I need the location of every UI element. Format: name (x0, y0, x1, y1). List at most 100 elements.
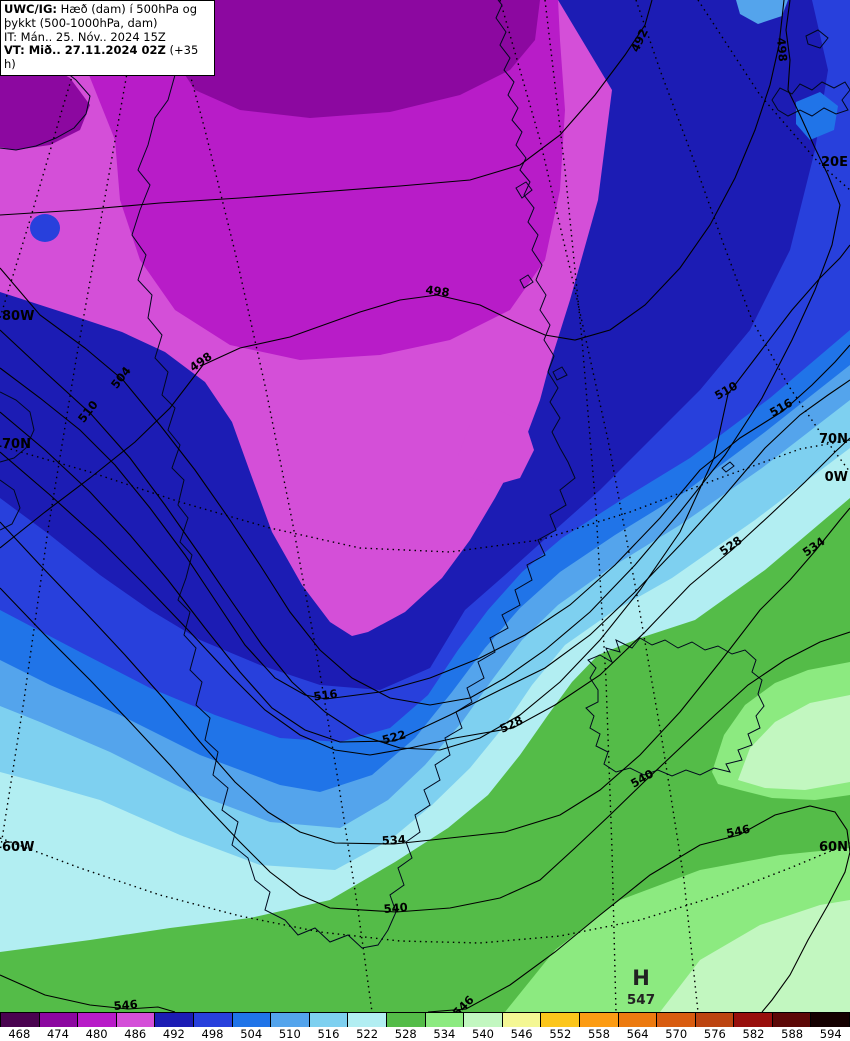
colorbar-value-594: 594 (819, 1027, 842, 1041)
contour-label-522: 522 (381, 727, 408, 747)
edge-label-20e: 20E (821, 155, 848, 170)
contour-label-540: 540 (383, 900, 408, 916)
colorbar-swatch-564 (618, 1013, 658, 1027)
edge-label-60n: 60N (819, 840, 848, 855)
edge-label-80w: 80W (2, 309, 34, 324)
greenland-coastline (131, 0, 576, 949)
height-contour-510 (0, 244, 850, 751)
contour-label-516: 516 (313, 686, 339, 703)
thickness-colorbar: 468 474 480 486 492 498 504 510 516 522 528 534 540 5… (0, 1012, 850, 1041)
thickness-bands (0, 0, 850, 1012)
title-line-1: UWC/IG: Hæð (dam) í 500hPa og (4, 2, 197, 16)
height-contours (0, 0, 850, 1012)
colorbar-swatch-570 (657, 1013, 696, 1027)
svalbard-islet (805, 29, 829, 49)
title-line-2: þykkt (500-1000hPa, dam) (4, 15, 158, 30)
height-contour-492 (0, 0, 653, 216)
colorbar-swatch-510 (271, 1013, 310, 1027)
colorbar-value-468: 468 (8, 1027, 31, 1041)
colorbar-swatch-558 (579, 1013, 619, 1027)
colorbar-value-576: 576 (703, 1027, 726, 1041)
meridian-30w (499, 0, 699, 1012)
jan-mayen-island (721, 461, 735, 473)
meridian-80w (0, 0, 96, 319)
meridian-60w (0, 0, 141, 853)
height-contour-504 (0, 0, 841, 706)
colorbar-value-570: 570 (665, 1027, 688, 1041)
height-contour-528 (0, 437, 850, 756)
thickness-band-474 (150, 0, 540, 118)
height-contour-498 (0, 0, 785, 549)
edge-label-70n: 70N (819, 432, 848, 447)
colorbar-value-504: 504 (240, 1027, 263, 1041)
east-coast-islet-2 (519, 274, 534, 289)
title-line-3: IT: Mán.. 25. Nóv.. 2024 15Z (4, 29, 166, 44)
edge-label-0w: 0W (825, 470, 848, 485)
colorbar-swatch-576 (695, 1013, 735, 1027)
colorbar-value-480: 480 (85, 1027, 108, 1041)
colorbar-swatch-468 (0, 1013, 40, 1027)
title-line-4: VT: Mið.. 27.11.2024 02Z (+35 h) (4, 43, 199, 72)
thickness-band-540-corner (660, 900, 850, 1012)
colorbar-swatch-582 (734, 1013, 773, 1027)
colorbar-value-564: 564 (626, 1027, 649, 1041)
colorbar-value-558: 558 (587, 1027, 610, 1041)
baffin-coastline-1 (0, 391, 35, 463)
graticule (0, 0, 850, 1012)
colorbar-value-510: 510 (278, 1027, 301, 1041)
colorbar-swatch-492 (155, 1013, 194, 1027)
meridian-45w (169, 0, 373, 1012)
height-contour-546-west (0, 974, 176, 1012)
colorbar-value-546: 546 (510, 1027, 533, 1041)
colorbar-value-540: 540 (472, 1027, 494, 1041)
height-contour-546-loop (427, 805, 850, 1012)
colorbar-value-486: 486 (124, 1027, 147, 1041)
colorbar-value-474: 474 (46, 1027, 69, 1041)
glacial-lake (30, 214, 60, 242)
colorbar-value-528: 528 (394, 1027, 417, 1041)
contour-label-534: 534 (381, 832, 406, 847)
colorbar-value-582: 582 (742, 1027, 765, 1041)
east-coast-islet-1 (515, 181, 533, 199)
colorbar-swatch-588 (772, 1013, 812, 1027)
contour-label-498: 498 (774, 37, 790, 62)
colorbar-swatch-498 (193, 1013, 233, 1027)
contour-label-498: 498 (425, 282, 451, 299)
colorbar-value-552: 552 (549, 1027, 572, 1041)
colorbar-value-522: 522 (356, 1027, 379, 1041)
colorbar-value-534: 534 (433, 1027, 456, 1041)
iceland-coastline (585, 637, 765, 777)
colorbar-swatch-516 (309, 1013, 349, 1027)
height-contour-540 (0, 587, 850, 913)
edge-label-70n: 70N (2, 437, 31, 452)
colorbar-labels: 468 474 480 486 492 498 504 510 516 522 528 534 540 5… (0, 1027, 850, 1041)
colorbar-swatch-594 (811, 1013, 850, 1027)
height-contour-522 (0, 379, 850, 743)
colorbar-value-498: 498 (201, 1027, 224, 1041)
colorbar-swatch-534 (425, 1013, 465, 1027)
colorbar-swatch-480 (78, 1013, 117, 1027)
colorbar-swatch-552 (541, 1013, 580, 1027)
height-contour-534 (0, 507, 850, 845)
title-box: UWC/IG: Hæð (dam) í 500hPa og þykkt (500… (0, 0, 215, 76)
thickness-pocket-486 (458, 410, 534, 486)
colorbar-value-588: 588 (781, 1027, 804, 1041)
colorbar-swatch-546 (502, 1013, 542, 1027)
high-pressure-symbol: H (632, 966, 650, 990)
edge-label-60w: 60W (2, 840, 34, 855)
meridian-0w (635, 0, 850, 473)
colorbar-swatch-486 (116, 1013, 156, 1027)
colorbar-swatch-528 (386, 1013, 426, 1027)
colorbar-swatch-522 (348, 1013, 387, 1027)
east-coast-islet-3 (552, 366, 568, 381)
baffin-coastline-2 (0, 479, 21, 531)
thickness-band-540-iceland-patch (738, 695, 850, 790)
height-contour-516 (0, 344, 850, 700)
colorbar-value-492: 492 (162, 1027, 185, 1041)
high-pressure-value: 547 (627, 992, 655, 1008)
contour-label-546: 546 (725, 822, 751, 841)
colorbar-swatch-474 (39, 1013, 79, 1027)
